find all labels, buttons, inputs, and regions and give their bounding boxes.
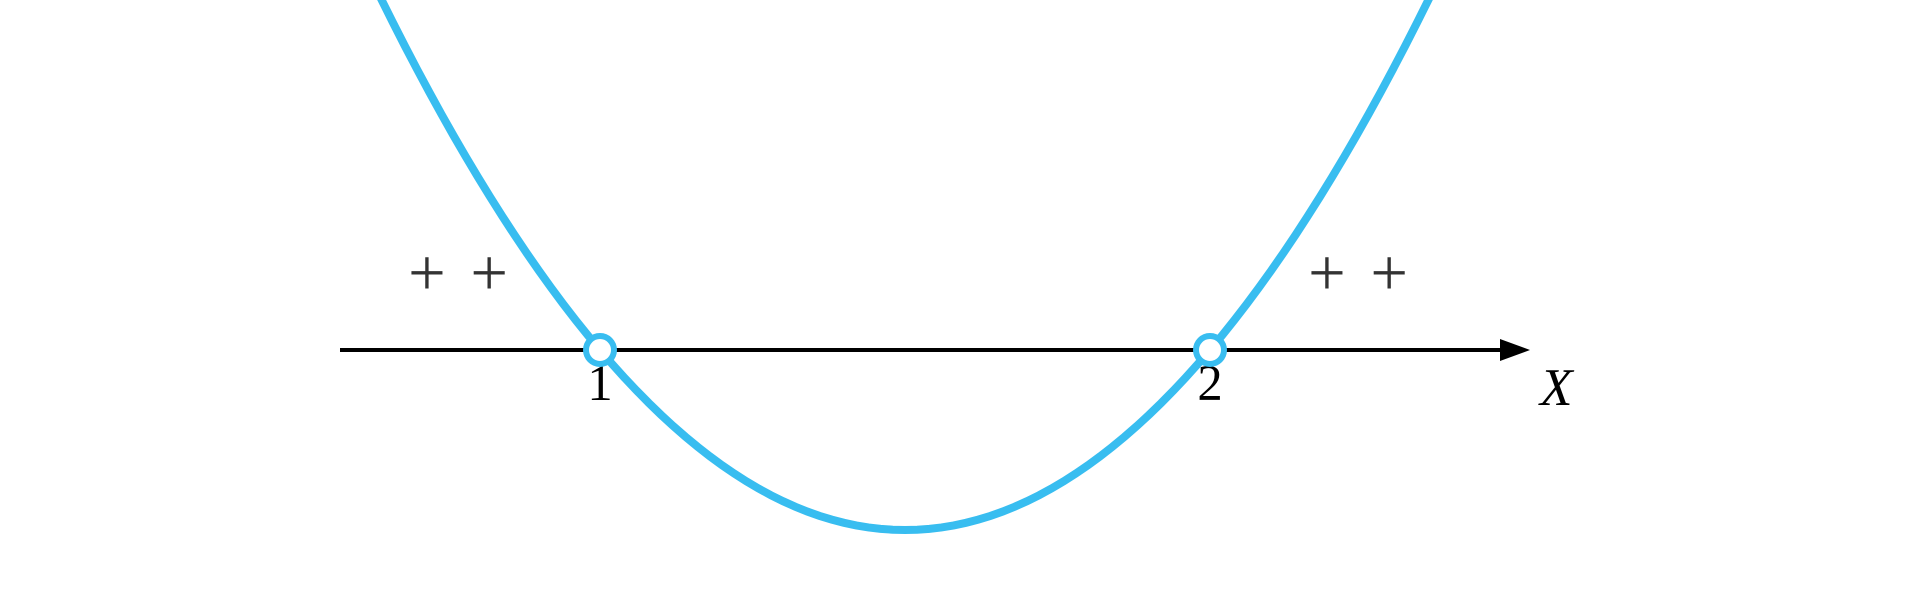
sign-region-0: + + bbox=[408, 237, 512, 310]
sign-chart-plot: 12X+ ++ + bbox=[0, 0, 1920, 611]
root-marker-1 bbox=[586, 336, 614, 364]
background bbox=[0, 0, 1920, 611]
sign-region-1: + + bbox=[1308, 237, 1412, 310]
root-marker-2 bbox=[1196, 336, 1224, 364]
x-axis-label: X bbox=[1538, 357, 1575, 417]
